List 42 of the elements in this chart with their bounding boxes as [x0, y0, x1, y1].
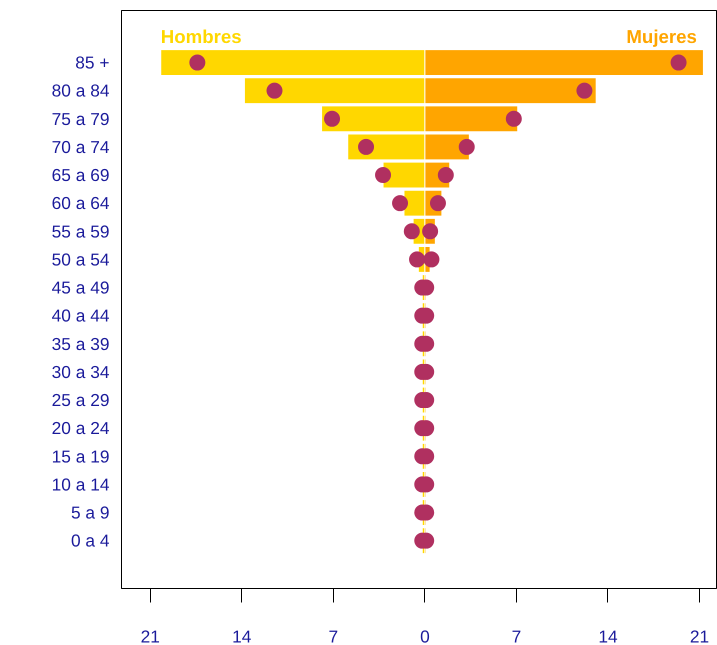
y-tick-label: 80 a 84 [52, 80, 110, 101]
point [358, 138, 374, 155]
point [670, 54, 687, 71]
x-tick-label: 14 [598, 626, 618, 645]
x-tick-label: 21 [690, 626, 710, 645]
y-tick-label: 75 a 79 [52, 108, 110, 129]
y-tick-label: 70 a 74 [52, 136, 110, 157]
point [324, 110, 340, 127]
point [375, 167, 392, 184]
y-tick-label: 40 a 44 [52, 306, 110, 326]
point [422, 223, 438, 240]
y-tick-label: 20 a 24 [52, 418, 110, 438]
y-tick-label: 10 a 14 [52, 474, 110, 494]
point [404, 223, 420, 240]
y-tick-label: 25 a 29 [52, 390, 110, 410]
point [266, 82, 282, 99]
y-tick-label: 45 a 49 [52, 278, 110, 298]
x-tick-label: 7 [512, 626, 522, 645]
x-tick-label: 21 [140, 626, 160, 645]
series-label: Hombres [160, 26, 242, 48]
y-tick-label: 0 a 4 [70, 530, 110, 551]
point [458, 138, 475, 155]
point [392, 195, 408, 212]
y-tick-label: 65 a 69 [52, 165, 110, 186]
x-tick-label: 0 [420, 626, 430, 645]
y-tick-label: 60 a 64 [52, 193, 110, 214]
y-tick-label: 30 a 34 [52, 362, 110, 382]
series-label: Mujeres [626, 26, 697, 48]
y-tick-label: 15 a 19 [52, 446, 110, 466]
point [409, 251, 426, 268]
point [438, 167, 454, 184]
x-tick-label: 7 [328, 626, 338, 645]
y-tick-label: 35 a 39 [52, 334, 110, 354]
point [576, 82, 592, 99]
y-tick-label: 85 + [75, 52, 110, 73]
y-tick-label: 5 a 9 [70, 502, 110, 523]
y-tick-label: 55 a 59 [52, 221, 110, 242]
x-tick-label: 14 [232, 626, 252, 645]
y-tick-label: 50 a 54 [52, 249, 110, 270]
point [423, 251, 440, 268]
point [189, 54, 206, 71]
point [506, 110, 522, 127]
